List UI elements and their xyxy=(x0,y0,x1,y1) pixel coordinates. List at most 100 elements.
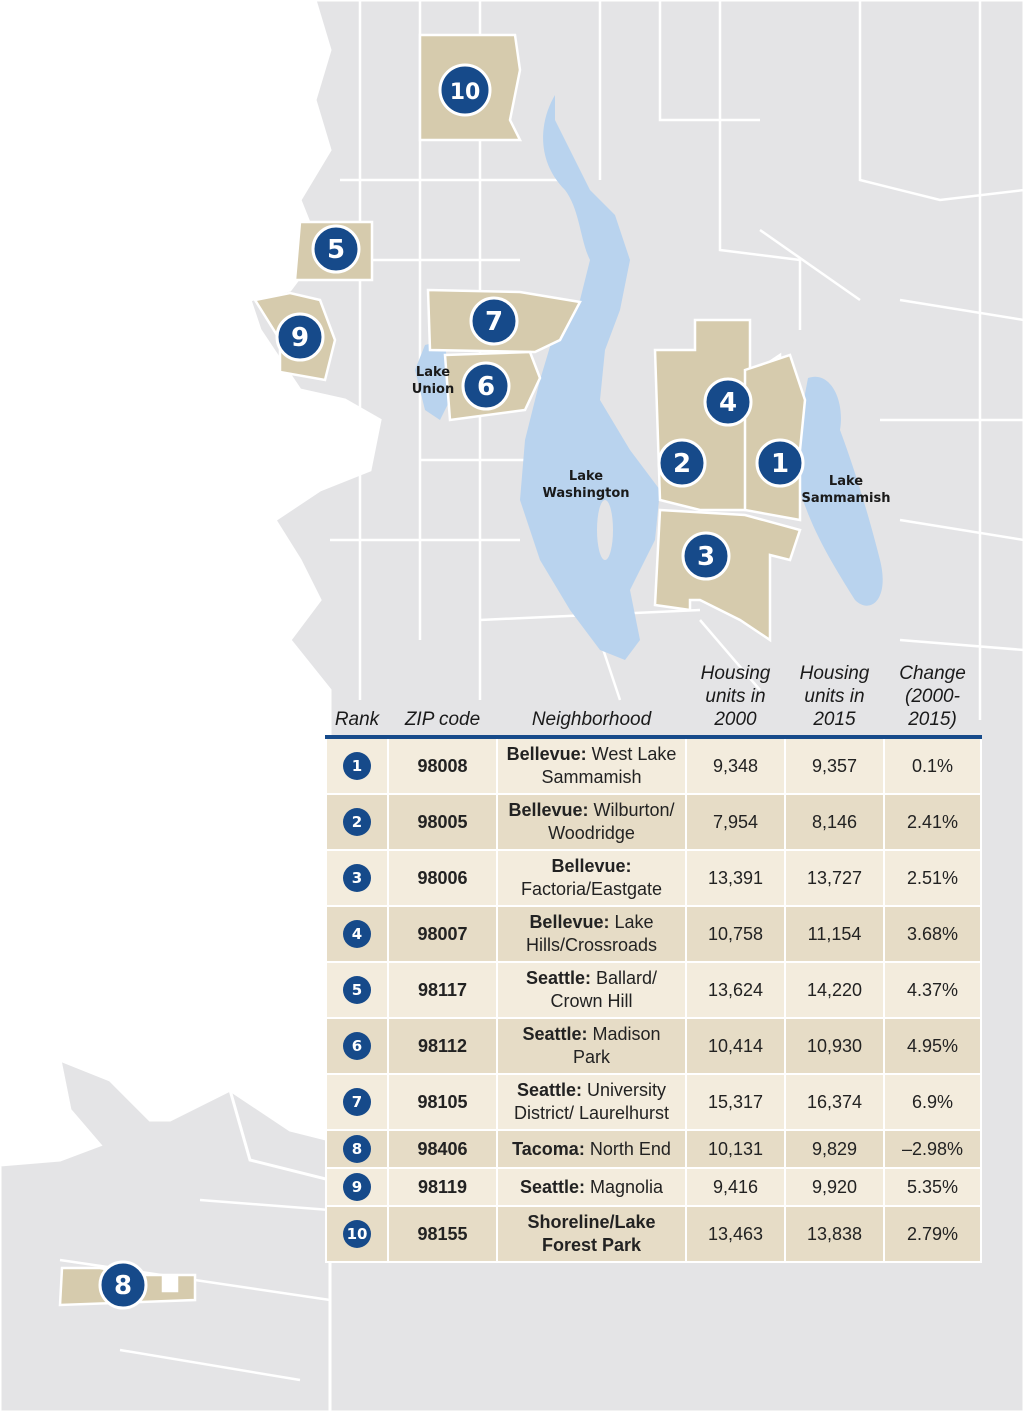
neighborhood-cell: Bellevue: Factoria/Eastgate xyxy=(496,849,687,907)
table-row: 6 98112 Seattle: Madison Park 10,414 10,… xyxy=(325,1017,982,1075)
table-header: Rank ZIP code Neighborhood Housing units … xyxy=(326,662,981,739)
neighborhood-cell: Seattle: Ballard/ Crown Hill xyxy=(496,961,687,1019)
zip-cell: 98119 xyxy=(387,1167,498,1207)
city-name: Tacoma: xyxy=(512,1138,585,1159)
rank-cell: 7 xyxy=(325,1073,389,1131)
zip-cell: 98005 xyxy=(387,793,498,851)
neighborhood-cell: Bellevue: Wilburton/ Woodridge xyxy=(496,793,687,851)
units-2000-cell: 13,463 xyxy=(685,1205,786,1263)
units-2000-cell: 10,131 xyxy=(685,1129,786,1169)
city-name: Shoreline/Lake Forest Park xyxy=(527,1212,656,1255)
neighborhood-cell: Shoreline/Lake Forest Park xyxy=(496,1205,687,1263)
lake-washington-label: Lake Washington xyxy=(542,469,629,501)
change-cell: 3.68% xyxy=(883,905,982,963)
housing-table: Rank ZIP code Neighborhood Housing units … xyxy=(325,662,982,1263)
rank-cell: 6 xyxy=(325,1017,389,1075)
rank-cell: 9 xyxy=(325,1167,389,1207)
rank-cell: 5 xyxy=(325,961,389,1019)
change-cell: 4.37% xyxy=(883,961,982,1019)
change-cell: 0.1% xyxy=(883,736,982,795)
svg-text:2: 2 xyxy=(673,449,691,479)
table-row: 8 98406 Tacoma: North End 10,131 9,829 –… xyxy=(325,1129,982,1169)
neighborhood-cell: Seattle: University District/ Laurelhurs… xyxy=(496,1073,687,1131)
rank-badge: 4 xyxy=(343,920,371,948)
rank-badge: 3 xyxy=(343,864,371,892)
header-units-2000: Housing units in 2000 xyxy=(686,662,785,739)
marker-2: 2 xyxy=(657,438,707,488)
rank-badge: 8 xyxy=(343,1135,371,1163)
units-2015-cell: 14,220 xyxy=(784,961,885,1019)
units-2015-cell: 10,930 xyxy=(784,1017,885,1075)
rank-cell: 1 xyxy=(325,736,389,795)
change-cell: –2.98% xyxy=(883,1129,982,1169)
table-row: 9 98119 Seattle: Magnolia 9,416 9,920 5.… xyxy=(325,1167,982,1207)
lake-sammamish-shape xyxy=(795,376,883,606)
svg-text:5: 5 xyxy=(327,235,345,265)
rank-cell: 8 xyxy=(325,1129,389,1169)
zip-cell: 98117 xyxy=(387,961,498,1019)
area-name: University District/ Laurelhurst xyxy=(513,1080,670,1123)
city-name: Seattle: xyxy=(522,1024,588,1044)
neighborhood-cell: Tacoma: North End xyxy=(496,1129,687,1169)
rank-badge: 6 xyxy=(343,1032,371,1060)
units-2000-cell: 10,758 xyxy=(685,905,786,963)
change-cell: 6.9% xyxy=(883,1073,982,1131)
neighborhood-cell: Seattle: Madison Park xyxy=(496,1017,687,1075)
units-2000-cell: 15,317 xyxy=(685,1073,786,1131)
lake-union-label: Lake Union xyxy=(412,365,454,397)
marker-5: 5 xyxy=(311,224,361,274)
marker-7: 7 xyxy=(469,296,519,346)
marker-1: 1 xyxy=(755,438,805,488)
units-2000-cell: 7,954 xyxy=(685,793,786,851)
header-rank: Rank xyxy=(326,662,388,739)
rank-badge: 5 xyxy=(343,976,371,1004)
units-2015-cell: 8,146 xyxy=(784,793,885,851)
zip-cell: 98155 xyxy=(387,1205,498,1263)
svg-text:10: 10 xyxy=(450,80,481,105)
svg-text:7: 7 xyxy=(485,307,503,337)
svg-text:9: 9 xyxy=(291,323,309,353)
rank-badge: 7 xyxy=(343,1088,371,1116)
change-cell: 2.41% xyxy=(883,793,982,851)
city-name: Bellevue: xyxy=(506,744,587,764)
change-cell: 5.35% xyxy=(883,1167,982,1207)
zip-cell: 98406 xyxy=(387,1129,498,1169)
water xyxy=(415,95,883,660)
zip-cell: 98112 xyxy=(387,1017,498,1075)
change-cell: 4.95% xyxy=(883,1017,982,1075)
change-cell: 2.79% xyxy=(883,1205,982,1263)
zip-cell: 98008 xyxy=(387,736,498,795)
units-2015-cell: 16,374 xyxy=(784,1073,885,1131)
svg-text:4: 4 xyxy=(719,388,737,418)
zip-cell: 98006 xyxy=(387,849,498,907)
area-name: Lake Hills/Crossroads xyxy=(525,912,658,955)
rank-cell: 2 xyxy=(325,793,389,851)
area-name: Factoria/Eastgate xyxy=(520,879,663,899)
svg-text:3: 3 xyxy=(697,542,715,572)
rank-badge: 10 xyxy=(343,1220,371,1248)
units-2000-cell: 9,348 xyxy=(685,736,786,795)
rank-badge: 2 xyxy=(343,808,371,836)
units-2000-cell: 9,416 xyxy=(685,1167,786,1207)
rank-cell: 3 xyxy=(325,849,389,907)
area-name: Magnolia xyxy=(590,1176,664,1197)
marker-9: 9 xyxy=(275,312,325,362)
svg-text:6: 6 xyxy=(477,372,495,402)
area-name: Ballard/ Crown Hill xyxy=(550,968,658,1011)
city-name: Seattle: xyxy=(516,1080,582,1100)
rank-badge: 9 xyxy=(343,1173,371,1201)
marker-6: 6 xyxy=(461,361,511,411)
area-name: Wilburton/ Woodridge xyxy=(548,800,675,843)
header-neighborhood: Neighborhood xyxy=(497,662,686,739)
city-name: Bellevue: xyxy=(551,856,632,876)
units-2015-cell: 9,920 xyxy=(784,1167,885,1207)
units-2015-cell: 13,727 xyxy=(784,849,885,907)
units-2000-cell: 10,414 xyxy=(685,1017,786,1075)
units-2000-cell: 13,391 xyxy=(685,849,786,907)
rank-badge: 1 xyxy=(343,752,371,780)
table-row: 2 98005 Bellevue: Wilburton/ Woodridge 7… xyxy=(325,793,982,851)
units-2015-cell: 9,829 xyxy=(784,1129,885,1169)
header-change: Change (2000- 2015) xyxy=(884,662,981,739)
units-2000-cell: 13,624 xyxy=(685,961,786,1019)
zip-98008 xyxy=(743,353,807,522)
